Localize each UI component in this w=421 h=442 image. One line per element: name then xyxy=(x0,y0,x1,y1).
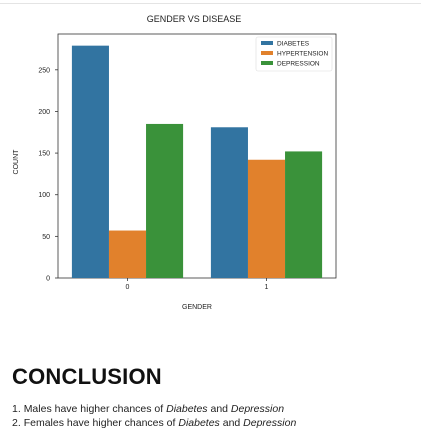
item-number: 2. xyxy=(12,417,21,429)
legend-label-depression: DEPRESSION xyxy=(277,61,320,68)
legend-swatch-depression xyxy=(261,61,273,65)
y-tick-label: 100 xyxy=(38,192,50,199)
legend-box xyxy=(255,36,333,72)
bar-hypertension-0 xyxy=(108,230,147,278)
y-tick-label: 0 xyxy=(46,276,50,283)
y-tick-label: 50 xyxy=(42,234,50,241)
item-disease-2: Depression xyxy=(243,417,297,429)
gender-vs-disease-chart: GENDER VS DISEASE COUNT GENDER 0 50 100 150… xyxy=(13,14,337,311)
legend-swatch-hypertension xyxy=(261,51,273,55)
item-disease-2: Depression xyxy=(230,403,285,415)
x-axis-label: GENDER xyxy=(182,304,212,311)
legend-label-hypertension: HYPERTENSION xyxy=(277,51,328,58)
bar-hypertension-1 xyxy=(247,159,286,278)
item-middle: and xyxy=(219,417,244,429)
conclusion-heading: CONCLUSION xyxy=(12,364,162,389)
item-disease-1: Diabetes xyxy=(178,417,220,429)
conclusion-item: 2. Females have higher chances of Diabet… xyxy=(12,416,296,430)
conclusion-item: 1. Males have higher chances of Diabetes… xyxy=(12,402,296,416)
x-tick-label: 1 xyxy=(265,284,269,291)
y-tick-label: 200 xyxy=(38,109,50,116)
legend-label-diabetes: DIABETES xyxy=(277,41,310,48)
plot-frame xyxy=(57,33,337,279)
y-axis-label: COUNT xyxy=(13,149,20,175)
bar-depression-0 xyxy=(146,123,184,278)
item-prefix: Females have higher chances of xyxy=(23,417,179,429)
chart-title: GENDER VS DISEASE xyxy=(147,14,242,24)
x-tick-label: 0 xyxy=(126,284,130,291)
conclusion-list: 1. Males have higher chances of Diabetes… xyxy=(12,402,296,430)
y-tick-label: 150 xyxy=(38,151,50,158)
item-number: 1. xyxy=(12,403,21,415)
item-middle: and xyxy=(207,403,231,415)
top-divider xyxy=(0,0,421,4)
bar-diabetes-1 xyxy=(210,127,248,278)
bar-diabetes-0 xyxy=(71,45,109,278)
legend-swatch-diabetes xyxy=(261,41,273,45)
item-prefix: Males have higher chances of xyxy=(23,403,167,415)
bar-depression-1 xyxy=(285,151,323,278)
item-disease-1: Diabetes xyxy=(166,403,208,415)
y-tick-label: 250 xyxy=(38,67,50,74)
